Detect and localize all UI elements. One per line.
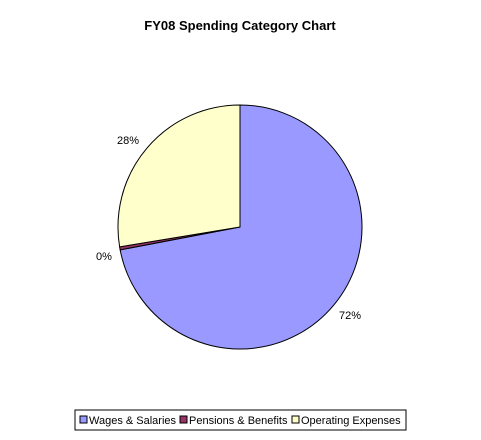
data-labels: 72% 0% 28% <box>96 135 361 322</box>
data-label-wages-salaries: 72% <box>339 310 361 322</box>
pie-slices <box>117 104 363 350</box>
legend-swatch-operating-expenses <box>291 415 300 424</box>
chart-title: FY08 Spending Category Chart <box>144 18 336 33</box>
data-label-operating-expenses: 28% <box>117 135 139 147</box>
pie-slice-operating-expenses <box>117 104 241 248</box>
legend-label-wages-salaries: Wages & Salaries <box>89 415 177 427</box>
legend-label-pensions-benefits: Pensions & Benefits <box>189 415 288 427</box>
data-label-pensions-benefits: 0% <box>96 251 112 263</box>
legend-label-operating-expenses: Operating Expenses <box>301 415 401 427</box>
legend-swatch-pensions-benefits <box>179 415 188 424</box>
pie-slice-wages-salaries <box>119 104 363 350</box>
legend-swatch-wages-salaries <box>79 415 88 424</box>
legend: Wages & Salaries Pensions & Benefits Ope… <box>74 409 407 431</box>
